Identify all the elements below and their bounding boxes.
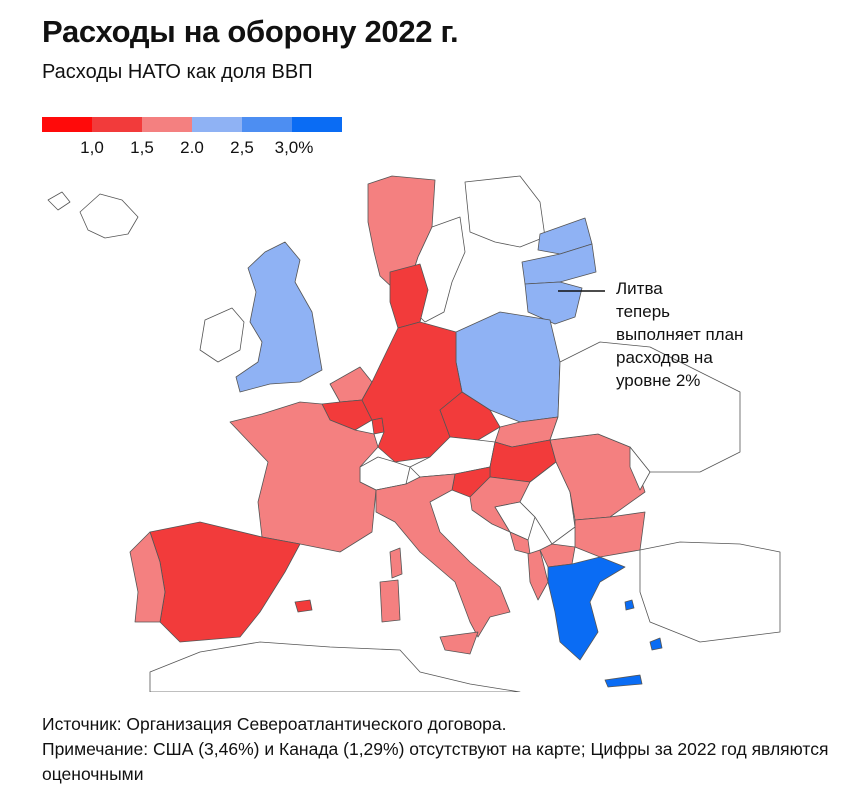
legend-labels: 1,0 1,5 2.0 2,5 3,0%	[42, 138, 342, 160]
island-corsica[interactable]	[389, 547, 403, 579]
island-aegean[interactable]	[624, 599, 635, 611]
island-outline	[47, 191, 71, 211]
country-italy[interactable]	[375, 473, 511, 638]
legend-label: 2.0	[180, 138, 204, 157]
lithuania-annotation: Литва теперь выполняет план расходов на …	[616, 277, 786, 392]
country-lithuania[interactable]	[524, 281, 583, 325]
legend-color-bar	[42, 117, 342, 132]
region-north-africa	[149, 641, 521, 692]
country-albania[interactable]	[527, 549, 549, 601]
annotation-line: расходов на	[616, 348, 713, 367]
legend-label: 2,5	[230, 138, 254, 157]
country-bosnia[interactable]	[494, 501, 536, 541]
annotation-line: уровне 2%	[616, 371, 701, 390]
country-ireland[interactable]	[199, 307, 245, 363]
country-bulgaria[interactable]	[574, 511, 646, 558]
europe-map	[47, 175, 781, 692]
legend-swatch	[142, 117, 192, 132]
annotation-line: выполняет план	[616, 325, 744, 344]
island-balearic[interactable]	[294, 599, 313, 613]
country-portugal[interactable]	[129, 531, 166, 623]
country-north-macedonia[interactable]	[539, 543, 576, 568]
country-finland[interactable]	[464, 175, 546, 248]
country-united-kingdom[interactable]	[235, 241, 323, 393]
source-text: Источник: Организация Североатлантическо…	[42, 714, 507, 734]
legend-label: 3,0%	[274, 138, 314, 157]
note-text: Примечание: США (3,46%) и Канада (1,29%)…	[42, 739, 829, 784]
island-aegean[interactable]	[649, 637, 663, 651]
island-crete[interactable]	[604, 674, 643, 688]
region-moldova	[629, 446, 651, 491]
legend-swatch	[42, 117, 92, 132]
country-france[interactable]	[229, 401, 379, 553]
legend-label: 1,5	[130, 138, 154, 157]
legend-swatch	[92, 117, 142, 132]
country-spain[interactable]	[149, 521, 301, 643]
legend-swatch	[242, 117, 292, 132]
region-ukraine	[549, 341, 741, 473]
color-legend: 1,0 1,5 2.0 2,5 3,0%	[42, 117, 342, 160]
annotation-line: теперь	[616, 302, 671, 321]
legend-label: 1,0	[80, 138, 104, 157]
map-subtitle: Расходы НАТО как доля ВВП	[42, 61, 313, 83]
region-turkey	[639, 541, 781, 643]
country-iceland[interactable]	[79, 193, 139, 239]
island-sardinia[interactable]	[379, 579, 401, 623]
island-sicily[interactable]	[439, 631, 479, 655]
legend-swatch	[292, 117, 342, 132]
annotation-line: Литва	[616, 279, 663, 298]
legend-swatch	[192, 117, 242, 132]
map-title: Расходы на оборону 2022 г.	[42, 14, 459, 49]
footer: Источник: Организация Североатлантическо…	[42, 712, 832, 787]
country-greece[interactable]	[547, 556, 626, 661]
